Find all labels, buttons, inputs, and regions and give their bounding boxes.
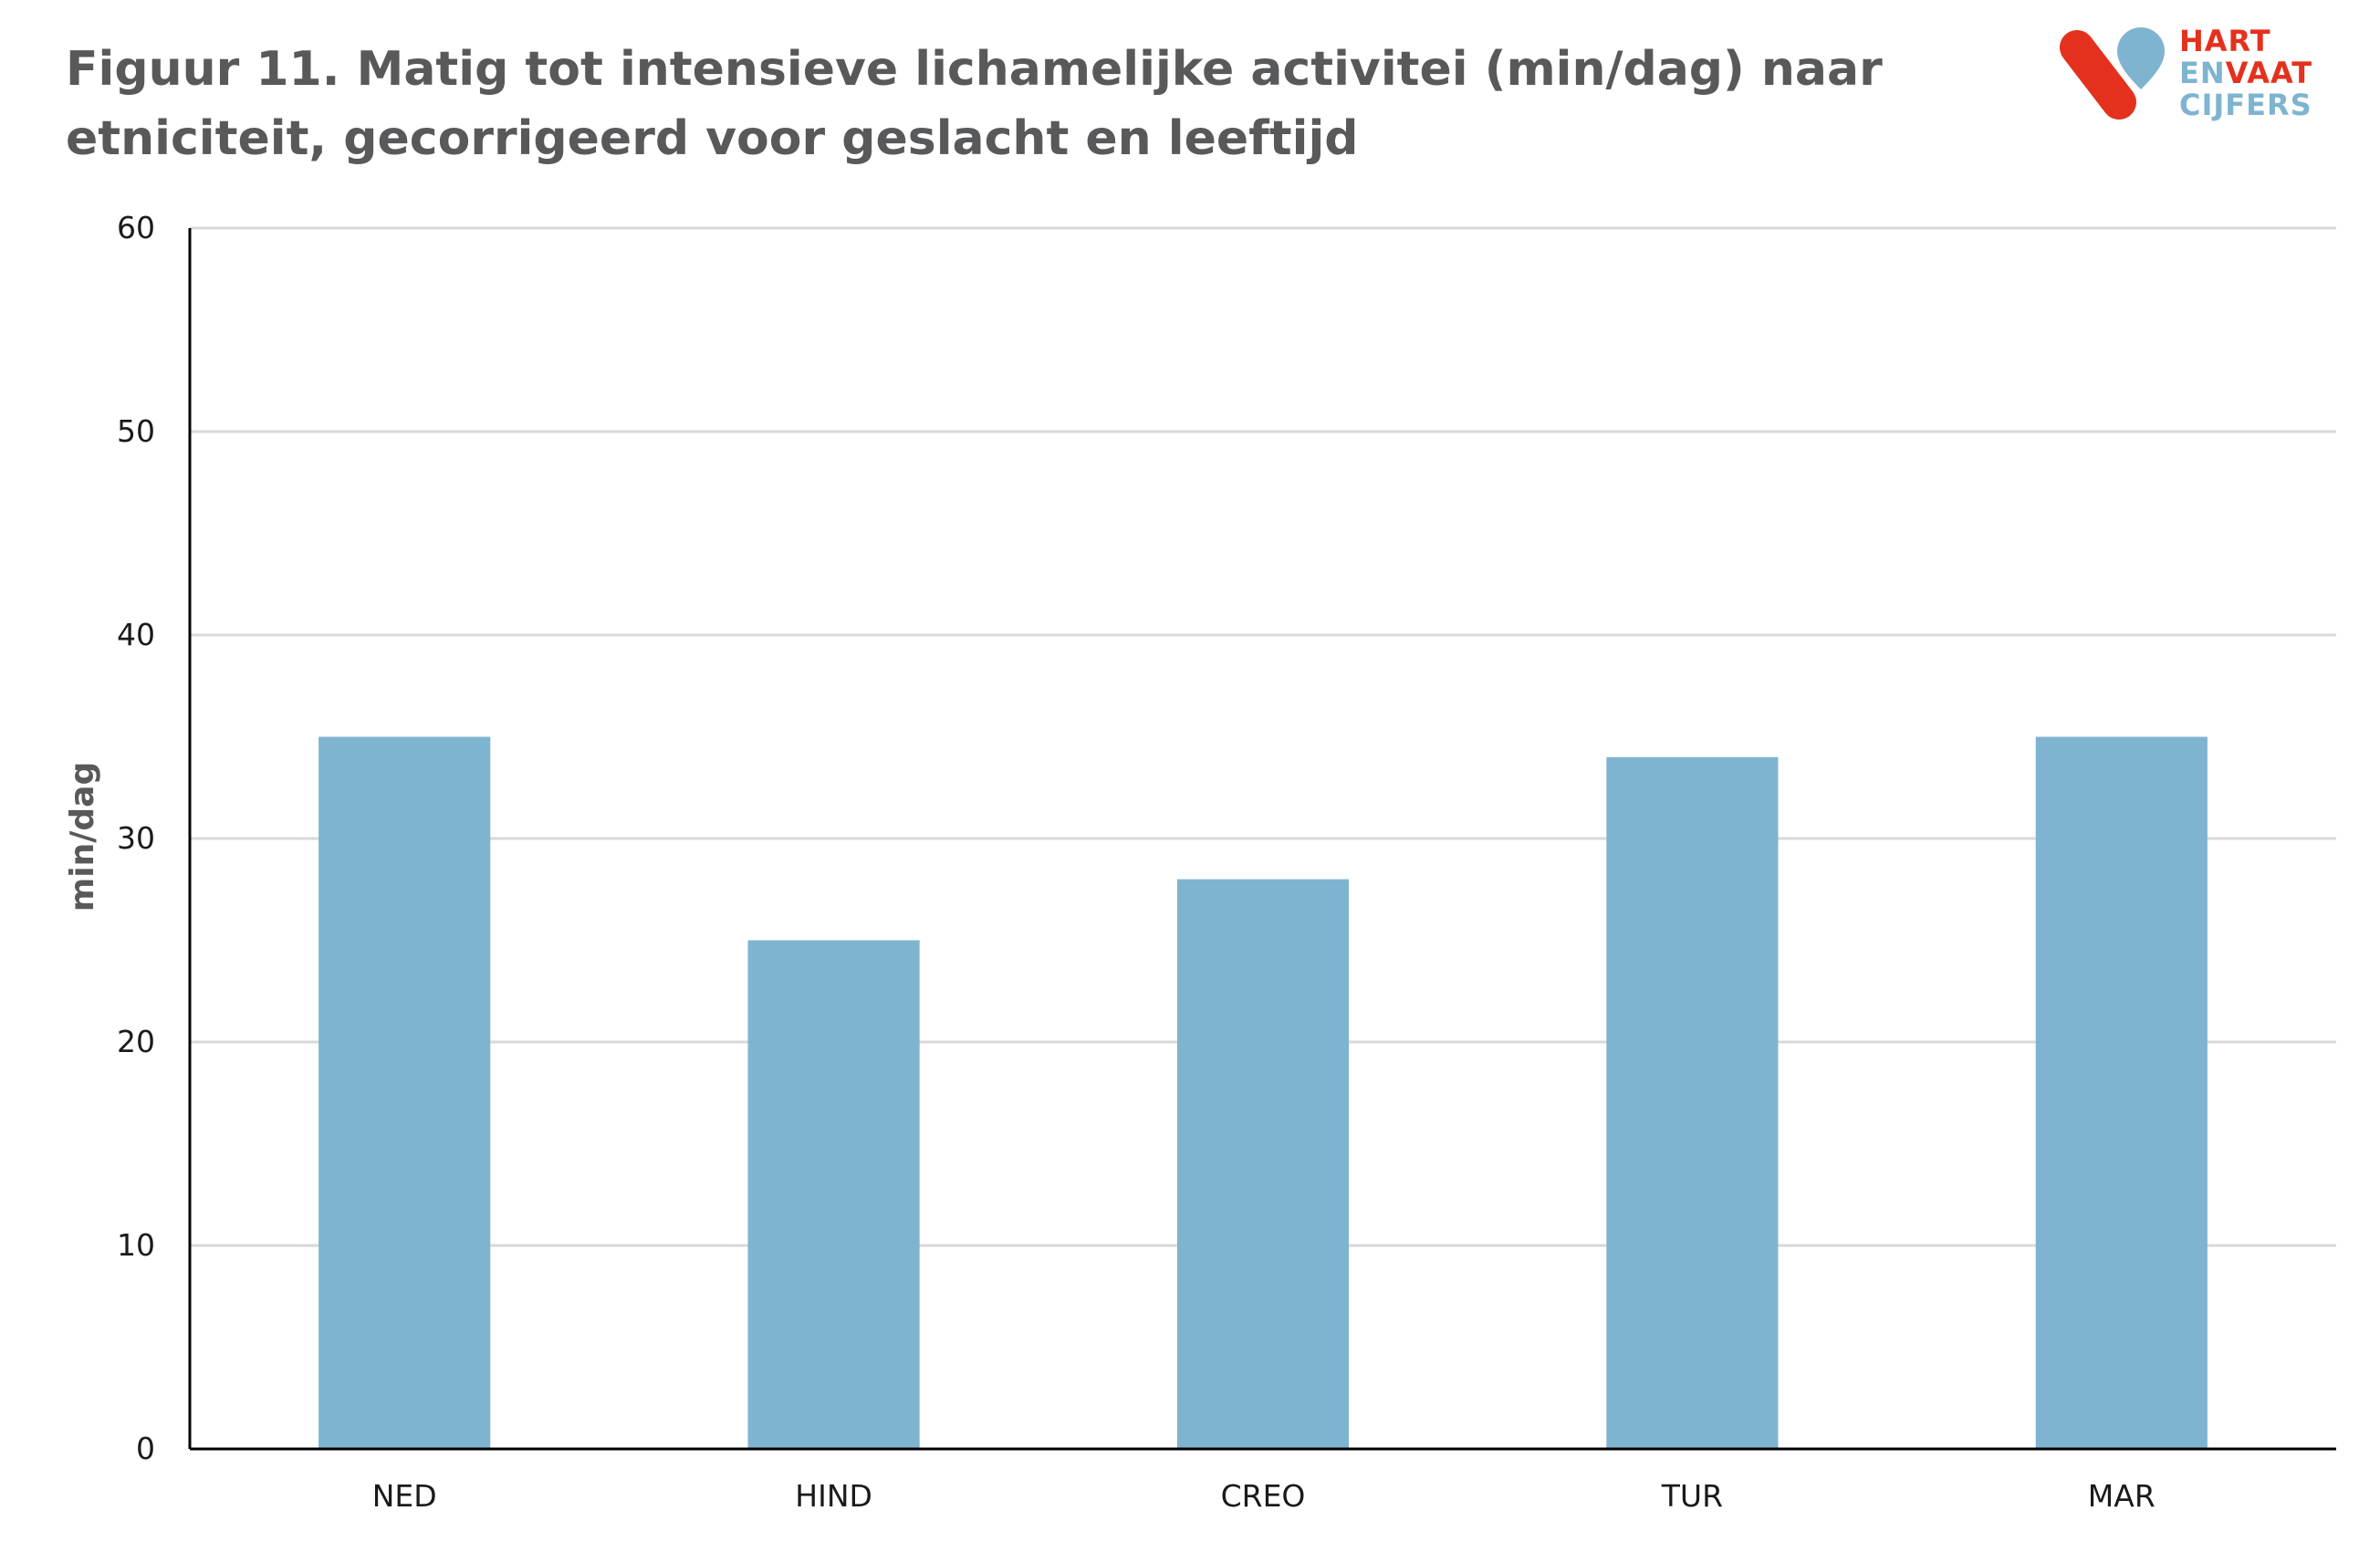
y-tick-labels: 0 10 20 30 40 50 60 [117,210,155,1466]
chart-title-line-2: etniciteit, gecorrigeerd voor geslacht e… [66,111,1359,166]
bar-ned [318,736,491,1449]
logo-mark-icon [2060,27,2165,120]
logo-wordmark: HART ENVAAT CIJFERS [2179,26,2312,121]
logo-word-vaat: VAAT [2225,56,2313,90]
logo-word-cijfers: CIJFERS [2179,88,2312,122]
y-tick-label: 20 [117,1024,155,1059]
bar-creo [1176,879,1350,1449]
hart-en-vaat-cijfers-logo: HART ENVAAT CIJFERS [2051,26,2353,135]
y-tick-label: 50 [117,413,155,449]
logo-word-en-vaat: ENVAAT [2179,57,2312,89]
y-tick-label: 30 [117,820,155,856]
bar-mar [2035,736,2208,1449]
chart-title-line-1: Figuur 11. Matig tot intensieve lichamel… [66,42,1883,97]
x-tick-label: CREO [1221,1478,1306,1514]
bar-hind [747,940,920,1449]
x-tick-label: HIND [795,1478,872,1514]
y-tick-label: 40 [117,617,155,652]
bar-tur [1606,756,1779,1449]
axes [188,228,2336,1451]
chart-title: Figuur 11. Matig tot intensieve lichamel… [66,35,1891,173]
bars [318,736,2208,1449]
logo-word-en: EN [2179,56,2226,90]
y-tick-label: 0 [136,1431,155,1466]
y-tick-label: 60 [117,210,155,245]
y-tick-label: 10 [117,1227,155,1263]
x-tick-label: NED [372,1478,437,1514]
x-tick-labels: NED HIND CREO TUR MAR [372,1478,2156,1514]
logo-word-hart: HART [2179,24,2271,58]
x-tick-label: TUR [1661,1478,1723,1514]
gridlines [190,226,2336,1247]
y-axis-label: min/dag [64,762,101,912]
x-tick-label: MAR [2088,1478,2156,1514]
